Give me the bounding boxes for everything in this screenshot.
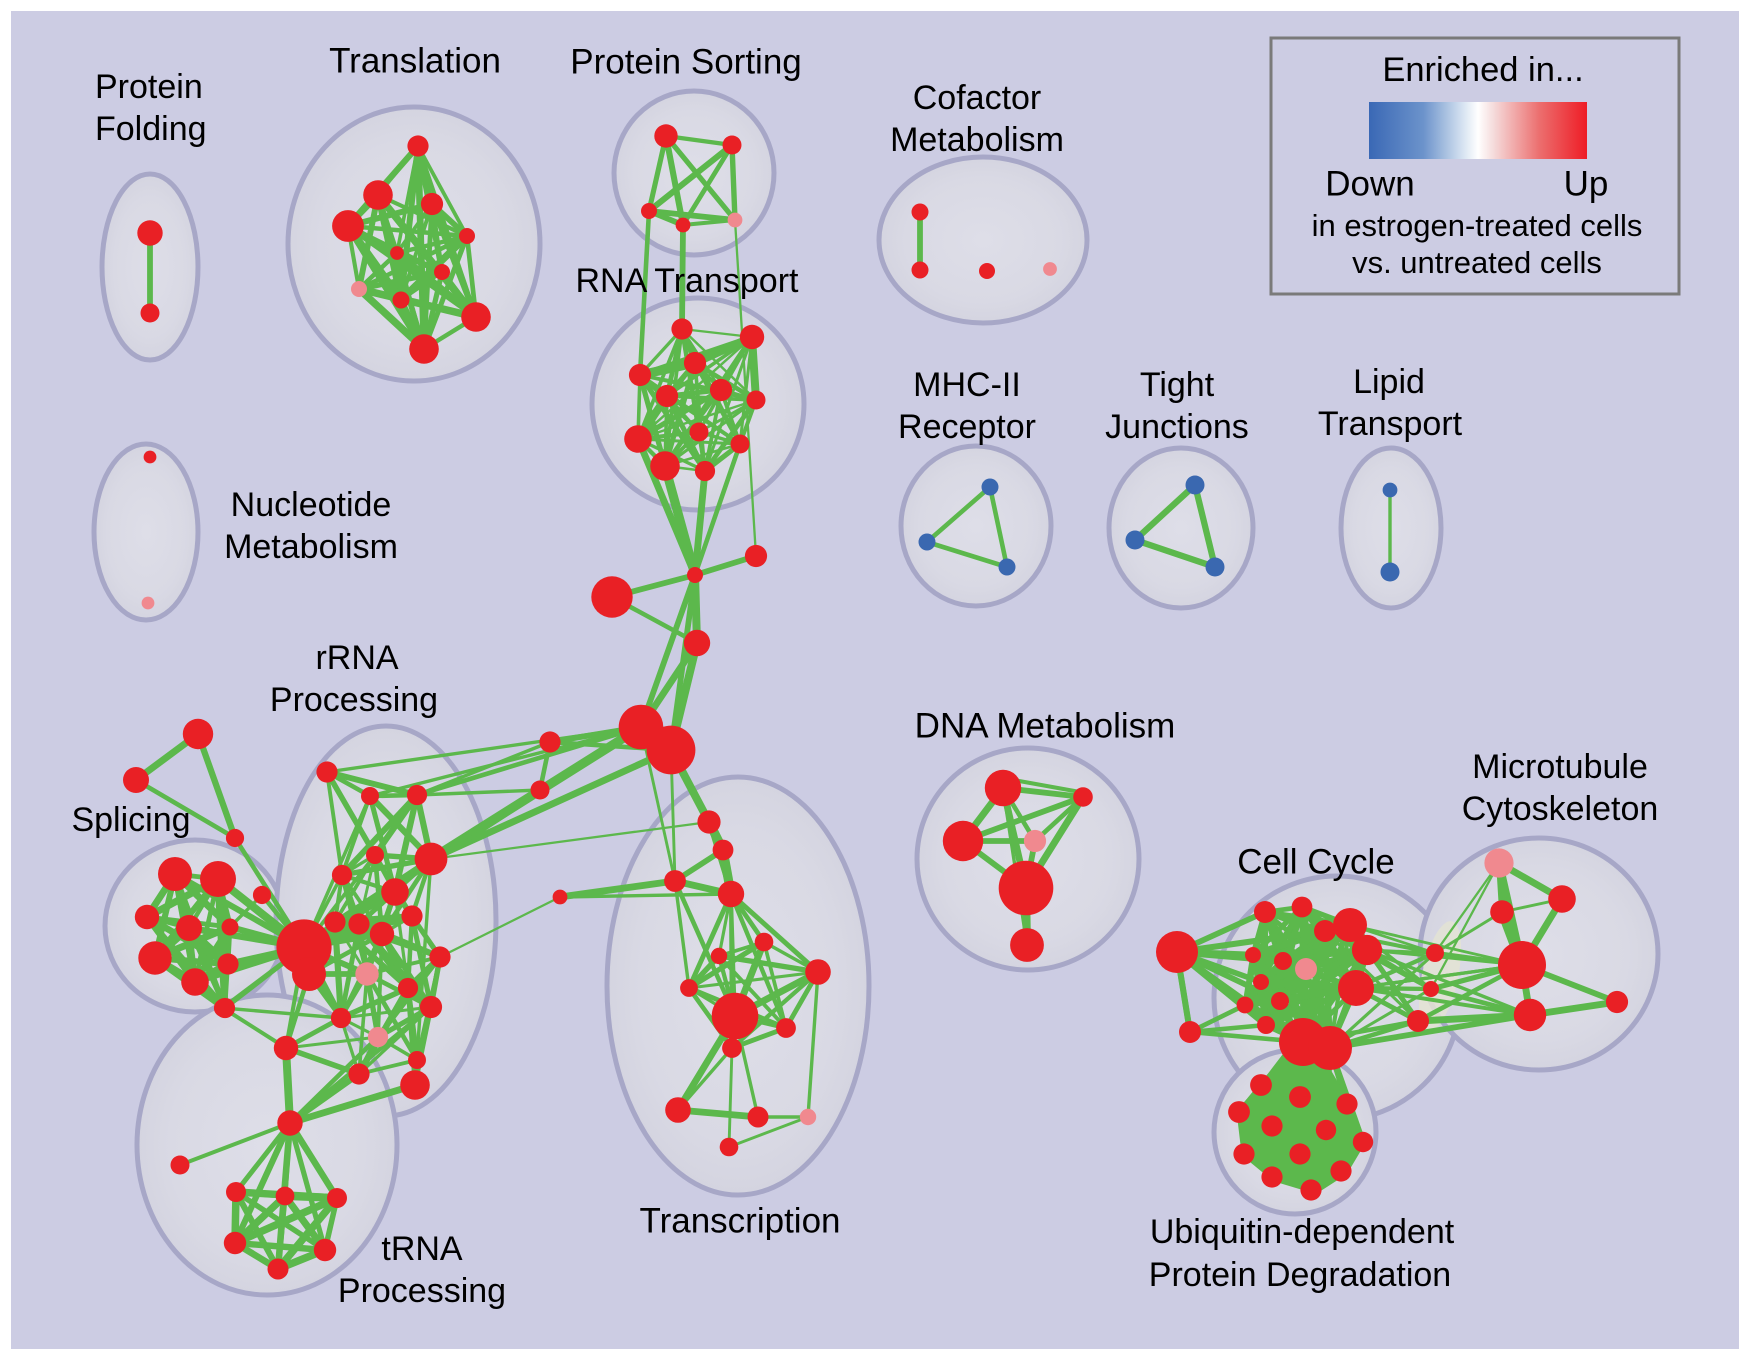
svg-text:Splicing: Splicing (71, 801, 190, 839)
svg-text:Translation: Translation (329, 41, 501, 80)
svg-text:Protein: Protein (95, 68, 203, 106)
svg-text:Down: Down (1325, 164, 1414, 203)
svg-text:DNA Metabolism: DNA Metabolism (915, 706, 1176, 745)
svg-text:Junctions: Junctions (1105, 408, 1249, 446)
svg-text:Cytoskeleton: Cytoskeleton (1462, 790, 1659, 828)
svg-text:Processing: Processing (338, 1272, 506, 1310)
svg-text:Metabolism: Metabolism (224, 528, 398, 566)
svg-text:Receptor: Receptor (898, 408, 1036, 446)
svg-text:Up: Up (1564, 164, 1609, 203)
svg-text:Metabolism: Metabolism (890, 121, 1064, 159)
svg-text:MHC-II: MHC-II (913, 366, 1021, 404)
svg-text:Cofactor: Cofactor (913, 79, 1042, 117)
svg-text:Cell Cycle: Cell Cycle (1237, 842, 1395, 881)
svg-text:Processing: Processing (270, 681, 438, 719)
svg-text:Microtubule: Microtubule (1472, 748, 1648, 786)
svg-text:Protein Degradation: Protein Degradation (1149, 1256, 1451, 1294)
svg-text:Tight: Tight (1140, 366, 1215, 404)
svg-text:Transcription: Transcription (640, 1201, 841, 1240)
svg-text:Protein Sorting: Protein Sorting (570, 42, 802, 81)
svg-text:Nucleotide: Nucleotide (231, 486, 392, 524)
svg-text:in estrogen-treated cells: in estrogen-treated cells (1312, 208, 1643, 243)
svg-text:Ubiquitin-dependent: Ubiquitin-dependent (1150, 1213, 1455, 1251)
svg-text:Folding: Folding (95, 110, 207, 148)
svg-text:Transport: Transport (1318, 405, 1463, 443)
svg-text:Enriched in...: Enriched in... (1382, 51, 1583, 89)
svg-text:tRNA: tRNA (381, 1230, 463, 1268)
svg-text:RNA Transport: RNA Transport (576, 262, 800, 300)
svg-text:rRNA: rRNA (315, 639, 398, 677)
svg-text:vs. untreated cells: vs. untreated cells (1352, 245, 1602, 280)
svg-text:Lipid: Lipid (1353, 363, 1425, 401)
